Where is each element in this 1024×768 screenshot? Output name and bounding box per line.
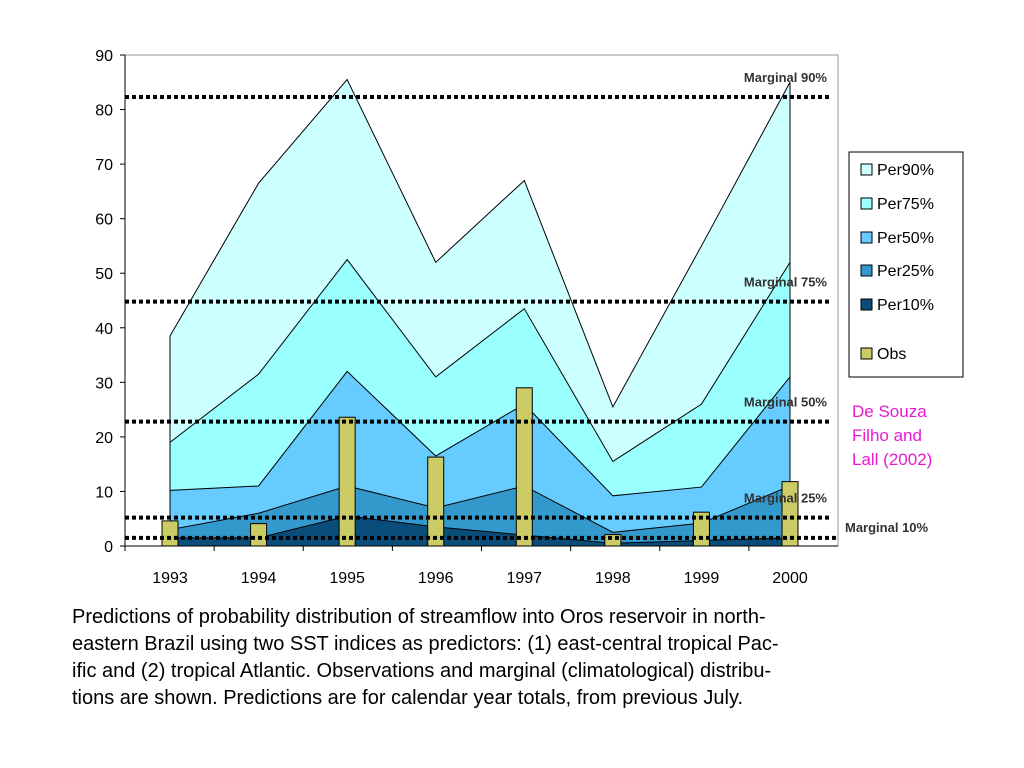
figure-caption: Predictions of probability distribution … <box>72 604 972 712</box>
caption-line: Predictions of probability distribution … <box>72 606 766 628</box>
caption-line: eastern Brazil using two SST indices as … <box>72 633 779 655</box>
y-tick-label: 70 <box>95 157 113 174</box>
citation-line: Filho and <box>852 426 922 445</box>
legend-label: Per10% <box>877 297 934 314</box>
x-tick-label: 2000 <box>772 570 808 587</box>
legend-swatch <box>860 347 873 360</box>
y-tick-label: 20 <box>95 430 113 447</box>
y-tick-label: 10 <box>95 484 113 501</box>
x-tick-label: 1995 <box>329 570 365 587</box>
legend-label: Per90% <box>877 162 934 179</box>
legend-swatch <box>860 264 873 277</box>
y-tick-label: 80 <box>95 103 113 120</box>
obs-bar <box>338 416 356 547</box>
marginal-lines: Marginal 90% Marginal 75% Marginal 50% Marg… <box>125 70 929 540</box>
legend-swatch <box>860 197 873 210</box>
x-tick-label: 1996 <box>418 570 454 587</box>
streamflow-chart: 0 10 20 30 40 50 60 70 80 90 1993 1994 1995 1996 1997 1… <box>95 48 964 587</box>
legend: Per90% Per75% Per50% Per25% Per10% Obs <box>848 151 964 378</box>
caption-line: tions are shown. Predictions are for cal… <box>72 687 744 709</box>
percentile-areas <box>169 78 791 547</box>
legend-swatch <box>860 231 873 244</box>
obs-bar <box>250 523 268 547</box>
obs-bar <box>427 456 445 547</box>
legend-label: Per75% <box>877 196 934 213</box>
marginal-label: Marginal 75% <box>744 275 828 290</box>
x-tick-label: 1994 <box>241 570 277 587</box>
y-tick-label: 40 <box>95 321 113 338</box>
marginal-label: Marginal 25% <box>744 491 828 506</box>
legend-label: Per25% <box>877 263 934 280</box>
axes: 0 10 20 30 40 50 60 70 80 90 1993 1994 1995 1996 1997 1… <box>95 48 838 587</box>
marginal-label: Marginal 50% <box>744 395 828 410</box>
obs-bar <box>515 387 533 547</box>
legend-label: Per50% <box>877 230 934 247</box>
x-tick-label: 1993 <box>152 570 188 587</box>
y-tick-label: 90 <box>95 48 113 65</box>
x-tick-label: 1998 <box>595 570 631 587</box>
citation: De Souza Filho and Lall (2002) <box>852 400 982 472</box>
legend-swatch <box>860 163 873 176</box>
x-tick-label: 1999 <box>684 570 720 587</box>
x-tick-label: 1997 <box>506 570 542 587</box>
obs-bar <box>161 520 179 547</box>
citation-line: De Souza <box>852 402 927 421</box>
legend-swatch <box>860 298 873 311</box>
y-tick-label: 0 <box>104 539 113 556</box>
y-tick-label: 50 <box>95 266 113 283</box>
y-tick-label: 30 <box>95 375 113 392</box>
y-tick-label: 60 <box>95 212 113 229</box>
marginal-label: Marginal 10% <box>845 520 929 535</box>
caption-line: ific and (2) tropical Atlantic. Observat… <box>72 660 772 682</box>
legend-label: Obs <box>877 346 906 363</box>
marginal-label: Marginal 90% <box>744 70 828 85</box>
citation-line: Lall (2002) <box>852 450 933 469</box>
